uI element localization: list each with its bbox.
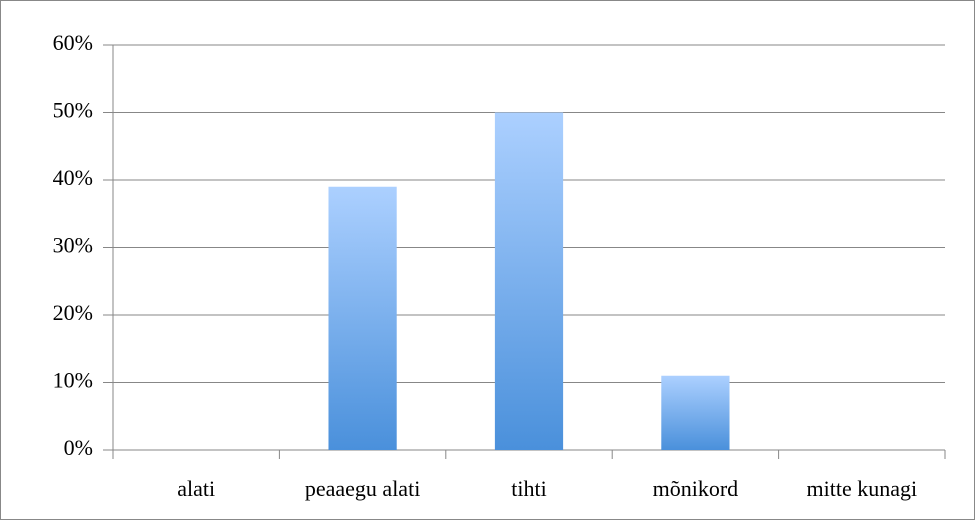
x-tick-label: alati — [177, 476, 215, 501]
y-tick-label: 10% — [53, 368, 93, 393]
y-tick-label: 30% — [53, 233, 93, 258]
bar — [494, 112, 564, 450]
y-tick-label: 60% — [53, 30, 93, 55]
y-tick-label: 0% — [64, 435, 93, 460]
y-tick-label: 40% — [53, 165, 93, 190]
y-tick-label: 20% — [53, 300, 93, 325]
x-tick-label: tihti — [511, 476, 546, 501]
bar — [661, 375, 730, 450]
x-tick-label: peaaegu alati — [305, 476, 420, 501]
y-tick-label: 50% — [53, 98, 93, 123]
x-tick-label: mitte kunagi — [807, 476, 918, 501]
bar — [328, 186, 397, 450]
x-tick-label: mõnikord — [653, 476, 739, 501]
